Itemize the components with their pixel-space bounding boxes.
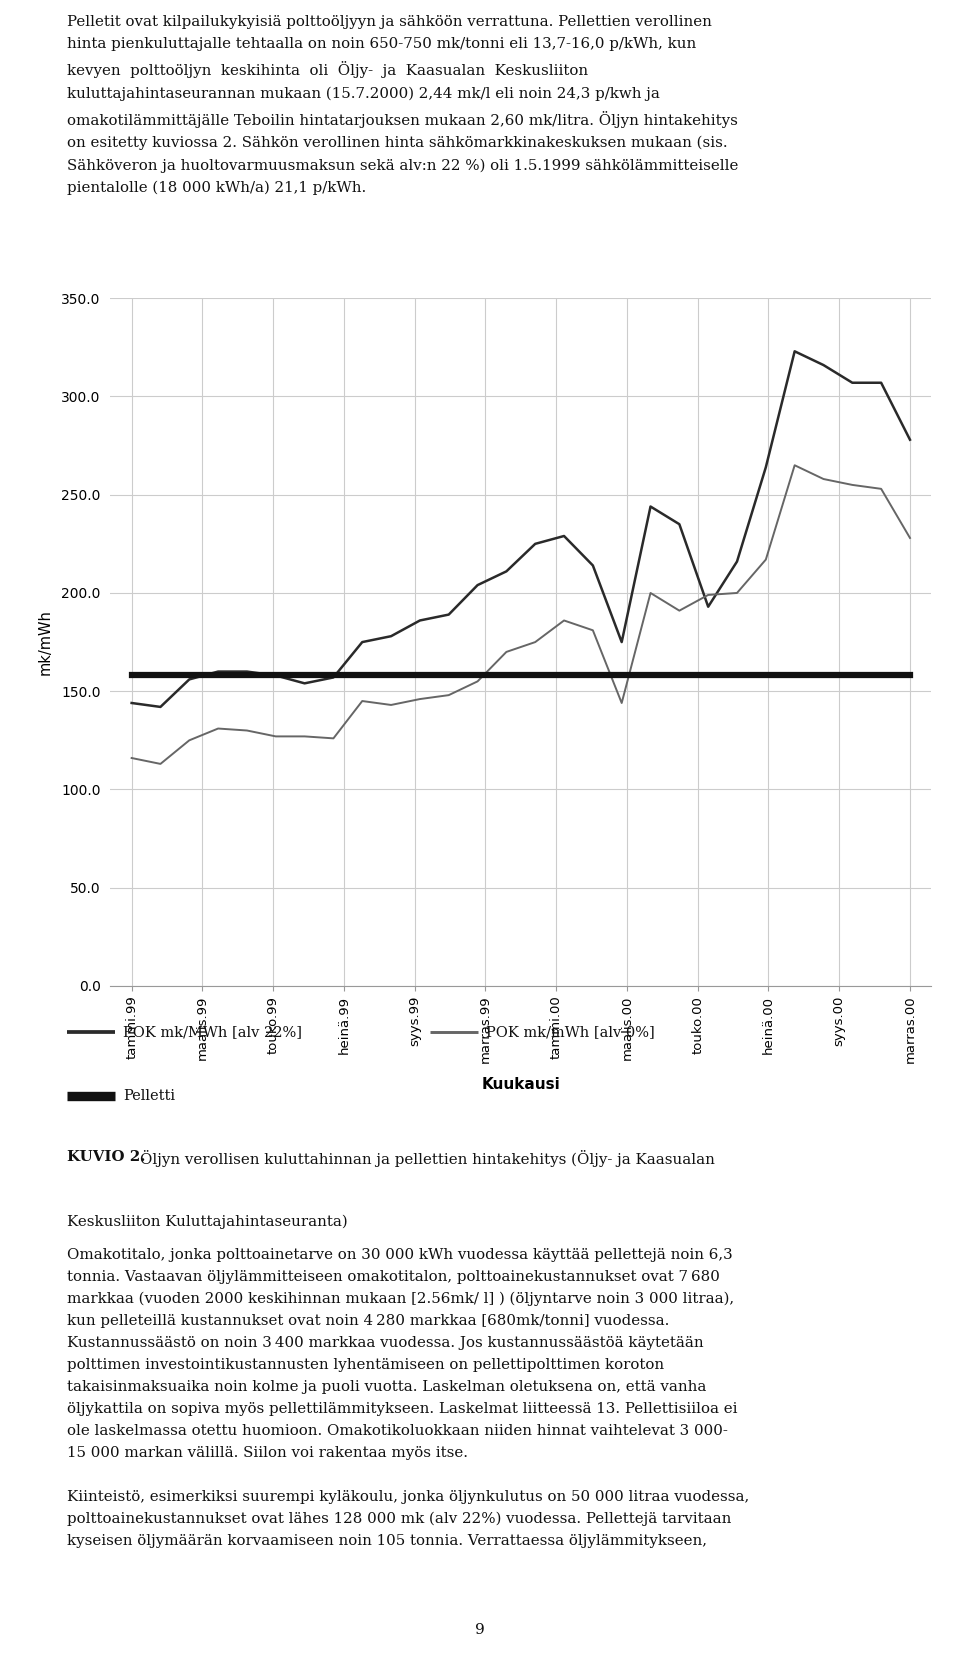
Text: POK mk/MWh [alv 22%]: POK mk/MWh [alv 22%] xyxy=(123,1026,302,1039)
Text: Keskusliiton Kuluttajahintaseuranta): Keskusliiton Kuluttajahintaseuranta) xyxy=(67,1215,348,1229)
Text: KUVIO 2.: KUVIO 2. xyxy=(67,1150,146,1165)
Text: POK mk/mWh [alv 0%]: POK mk/mWh [alv 0%] xyxy=(486,1026,655,1039)
Text: 9: 9 xyxy=(475,1624,485,1637)
Y-axis label: mk/mWh: mk/mWh xyxy=(37,610,53,674)
Text: Pelletti: Pelletti xyxy=(123,1089,176,1104)
Text: Pelletit ovat kilpailukykyisiä polttoöljyyn ja sähköön verrattuna. Pellettien ve: Pelletit ovat kilpailukykyisiä polttoölj… xyxy=(67,15,738,196)
Text: Öljyn verollisen kuluttahinnan ja pellettien hintakehitys (Öljy- ja Kaasualan: Öljyn verollisen kuluttahinnan ja pellet… xyxy=(140,1150,714,1167)
Text: Omakotitalo, jonka polttoainetarve on 30 000 kWh vuodessa käyttää pellettejä noi: Omakotitalo, jonka polttoainetarve on 30… xyxy=(67,1248,750,1548)
X-axis label: Kuukausi: Kuukausi xyxy=(481,1077,561,1092)
